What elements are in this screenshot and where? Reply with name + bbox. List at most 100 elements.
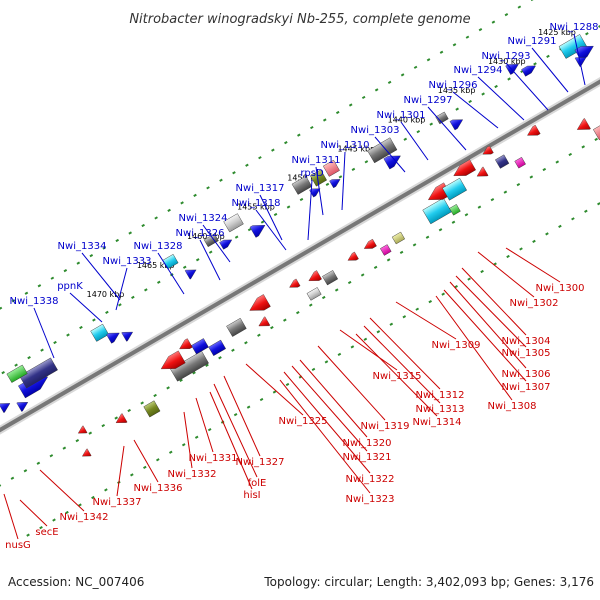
reverse-gene-label[interactable]: Nwi_1304 [502, 336, 551, 347]
reverse-gene-label[interactable]: Nwi_1312 [416, 390, 465, 401]
gene-arrow-shape[interactable] [219, 236, 233, 250]
gene-arrow-shape[interactable] [177, 338, 193, 354]
forward-gene-label[interactable]: Nwi_1291 [508, 36, 557, 47]
gene-box[interactable] [593, 122, 600, 141]
reverse-gene-label[interactable]: hisI [243, 490, 260, 501]
forward-gene-label[interactable]: Nwi_1301 [377, 110, 426, 121]
gene-box-shape[interactable] [310, 169, 327, 187]
gene-arrow-shape[interactable] [121, 328, 136, 342]
gene-arrow[interactable] [219, 236, 233, 250]
forward-gene-label[interactable]: Nwi_1297 [404, 95, 453, 106]
reverse-gene-label[interactable]: Nwi_1332 [168, 469, 217, 480]
gene-arrow[interactable] [177, 338, 193, 354]
reverse-gene-label[interactable]: Nwi_1321 [343, 452, 392, 463]
gene-arrow[interactable] [306, 270, 322, 285]
gene-box[interactable] [203, 233, 219, 248]
gene-box-shape[interactable] [306, 287, 322, 301]
gene-box[interactable] [306, 287, 322, 301]
gene-arrow[interactable] [287, 278, 301, 291]
reverse-gene-label[interactable]: Nwi_1336 [134, 483, 183, 494]
reverse-gene-label[interactable]: Nwi_1319 [361, 421, 410, 432]
gene-arrow-shape[interactable] [0, 399, 12, 413]
gene-arrow-shape[interactable] [329, 176, 342, 189]
gene-arrow-shape[interactable] [383, 151, 404, 170]
gene-arrow-shape[interactable] [76, 425, 88, 437]
forward-gene-label[interactable]: Nwi_1334 [58, 241, 107, 252]
reverse-gene-label[interactable]: Nwi_1315 [373, 371, 422, 382]
gene-arrow-shape[interactable] [574, 118, 591, 134]
gene-box[interactable] [226, 317, 247, 337]
forward-gene-label[interactable]: ppnK [57, 281, 83, 292]
gene-arrow-shape[interactable] [113, 413, 128, 427]
reverse-gene-label[interactable]: Nwi_1309 [432, 340, 481, 351]
forward-gene-label[interactable]: Nwi_1288 [550, 22, 599, 33]
reverse-gene-label[interactable]: Nwi_1306 [502, 369, 551, 380]
gene-arrow[interactable] [362, 238, 377, 252]
gene-arrow[interactable] [113, 413, 128, 427]
gene-box-shape[interactable] [208, 339, 226, 356]
gene-arrow[interactable] [158, 350, 186, 375]
gene-arrow[interactable] [121, 328, 136, 342]
gene-box[interactable] [495, 154, 510, 169]
gene-arrow-shape[interactable] [16, 398, 31, 412]
reverse-gene-label[interactable]: Nwi_1300 [536, 283, 585, 294]
gene-box[interactable] [291, 175, 313, 195]
forward-gene-label[interactable]: Nwi_1326 [176, 228, 225, 239]
gene-arrow-shape[interactable] [256, 316, 271, 331]
gene-box[interactable] [422, 197, 452, 225]
gene-box[interactable] [442, 177, 467, 201]
gene-arrow-shape[interactable] [287, 278, 301, 291]
gene-box[interactable] [322, 159, 340, 177]
forward-gene-label[interactable]: Nwi_1333 [103, 256, 152, 267]
gene-arrow[interactable] [76, 425, 88, 437]
gene-box[interactable] [6, 364, 28, 383]
gene-arrow-shape[interactable] [184, 266, 199, 280]
forward-gene-label[interactable]: Nwi_1318 [232, 198, 281, 209]
gene-box[interactable] [322, 270, 339, 286]
forward-gene-label[interactable]: Nwi_1324 [179, 213, 228, 224]
forward-gene-label[interactable]: Nwi_1296 [429, 80, 478, 91]
gene-arrow[interactable] [329, 176, 342, 189]
gene-box-shape[interactable] [495, 154, 510, 169]
gene-arrow-shape[interactable] [481, 145, 494, 158]
gene-box-shape[interactable] [191, 338, 209, 355]
reverse-gene-label[interactable]: folE [248, 478, 267, 489]
gene-arrow[interactable] [106, 329, 121, 344]
gene-arrow[interactable] [383, 151, 404, 170]
gene-box-shape[interactable] [322, 270, 339, 286]
gene-arrow-shape[interactable] [246, 294, 271, 316]
gene-box-shape[interactable] [435, 111, 449, 125]
reverse-gene-label[interactable]: Nwi_1314 [413, 417, 462, 428]
forward-gene-label[interactable]: rpsD [300, 168, 324, 179]
gene-box[interactable] [449, 204, 461, 216]
gene-arrow[interactable] [0, 399, 12, 413]
reverse-gene-label[interactable]: Nwi_1307 [502, 382, 551, 393]
reverse-gene-label[interactable]: Nwi_1331 [189, 453, 238, 464]
reverse-gene-label[interactable]: Nwi_1323 [346, 494, 395, 505]
gene-arrow-shape[interactable] [158, 350, 186, 375]
gene-arrow[interactable] [574, 53, 589, 67]
gene-box[interactable] [367, 137, 398, 164]
reverse-gene-label[interactable]: secE [35, 527, 58, 538]
gene-arrow[interactable] [474, 166, 489, 181]
forward-gene-label[interactable]: Nwi_1294 [454, 65, 503, 76]
forward-gene-label[interactable]: Nwi_1311 [292, 155, 341, 166]
gene-arrow[interactable] [246, 294, 271, 316]
gene-box-shape[interactable] [291, 175, 313, 195]
forward-gene-label[interactable]: Nwi_1293 [482, 51, 531, 62]
gene-arrow-shape[interactable] [362, 238, 377, 252]
gene-box[interactable] [208, 339, 226, 356]
gene-box-shape[interactable] [90, 323, 109, 342]
gene-arrow[interactable] [481, 145, 494, 158]
forward-gene-label[interactable]: Nwi_1328 [134, 241, 183, 252]
gene-box-shape[interactable] [6, 364, 28, 383]
gene-box[interactable] [170, 350, 209, 382]
reverse-gene-label[interactable]: Nwi_1305 [502, 348, 551, 359]
gene-arrow[interactable] [80, 448, 92, 460]
gene-arrow-shape[interactable] [346, 251, 359, 264]
gene-arrow-shape[interactable] [449, 115, 465, 131]
gene-arrow[interactable] [249, 220, 268, 238]
gene-box[interactable] [391, 231, 406, 245]
forward-gene-label[interactable]: Nwi_1303 [351, 125, 400, 136]
reverse-gene-label[interactable]: Nwi_1342 [60, 512, 109, 523]
